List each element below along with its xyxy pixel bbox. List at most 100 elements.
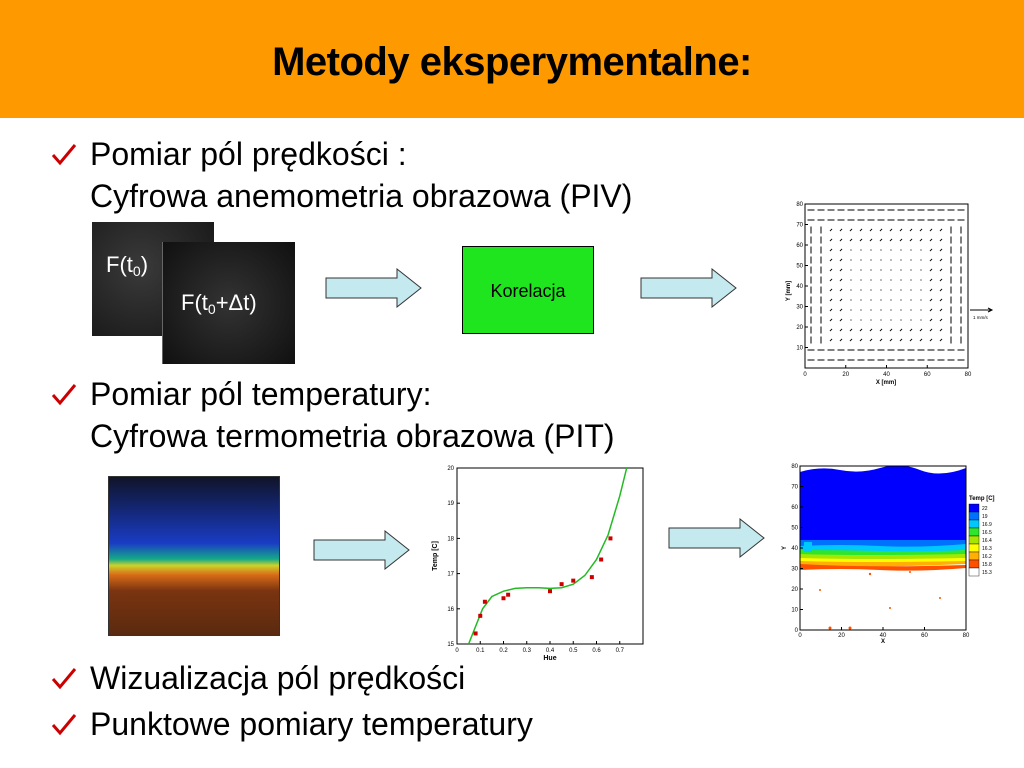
data-point: [548, 589, 552, 594]
velocity-vector: [910, 299, 912, 301]
calibration-y-tick-label: 15: [447, 642, 454, 648]
velocity-vector: [829, 318, 833, 322]
calibration-x-tick-label: 0.4: [546, 648, 555, 654]
velocity-vector: [839, 338, 843, 342]
temperature-x-tick-label: 0: [798, 633, 802, 639]
velocity-vector: [929, 278, 933, 282]
bullet-velocity-visualization: Wizualizacja pól prędkości: [0, 660, 800, 700]
velocity-vector: [939, 238, 943, 242]
velocity-vector: [849, 328, 853, 332]
velocity-vector: [889, 228, 893, 232]
correlation-box: Korelacja: [462, 246, 594, 334]
velocity-vector: [920, 309, 922, 311]
legend-label: 16.9: [982, 522, 992, 528]
velocity-vector: [939, 228, 943, 232]
velocity-vector: [839, 318, 843, 322]
velocity-vector: [920, 279, 922, 281]
frame-1-label: F(t0): [106, 252, 149, 279]
calibration-x-tick-label: 0.3: [523, 648, 532, 654]
bullet-piv: Pomiar pól prędkości : Cyfrowa anemometr…: [0, 136, 800, 216]
data-point: [478, 613, 483, 618]
velocity-vector: [899, 338, 903, 342]
data-point: [599, 557, 604, 562]
velocity-vector: [929, 248, 933, 252]
velocity-vector: [920, 299, 922, 301]
velocity-vector: [829, 298, 833, 302]
piv-x-tick-label: 40: [883, 372, 890, 378]
legend-title: Temp [C]: [969, 496, 995, 502]
data-point: [506, 592, 511, 597]
calibration-y-label: Temp [C]: [432, 541, 439, 571]
velocity-vector: [920, 259, 922, 261]
velocity-vector: [910, 269, 912, 271]
velocity-vector: [880, 249, 882, 251]
velocity-vector: [939, 328, 943, 332]
temperature-y-tick-label: 20: [791, 587, 798, 593]
velocity-vector: [880, 289, 882, 291]
checkmark-icon: [51, 384, 77, 406]
legend-swatch: [968, 519, 980, 529]
velocity-vector: [909, 338, 913, 342]
velocity-vector: [939, 258, 943, 262]
velocity-vector: [889, 338, 893, 342]
velocity-vector: [939, 308, 943, 312]
velocity-vector: [849, 228, 853, 232]
velocity-vector: [919, 328, 923, 332]
legend-swatch: [968, 567, 980, 577]
calibration-y-tick-label: 17: [447, 572, 454, 578]
temperature-x-tick-label: 80: [963, 633, 970, 639]
velocity-vector: [900, 269, 902, 271]
temperature-field-chart: 0 20 40 60 80 0 10 20 30 40 50 60 70 80 X Y Temp [C]…: [782, 464, 995, 645]
velocity-vector: [869, 338, 873, 342]
velocity-vector: [899, 238, 903, 242]
velocity-vector: [870, 299, 872, 301]
velocity-vector: [919, 228, 923, 232]
velocity-vector: [880, 319, 882, 321]
velocity-vector: [870, 289, 872, 291]
data-point: [571, 578, 576, 583]
bullet-text: Pomiar pól temperatury:: [90, 376, 432, 412]
velocity-vector: [939, 278, 943, 282]
velocity-vector: [839, 328, 843, 332]
velocity-vector: [870, 279, 872, 281]
velocity-vector: [939, 318, 943, 322]
velocity-vector: [900, 319, 902, 321]
temperature-y-tick-label: 10: [791, 608, 798, 614]
velocity-vector: [939, 338, 943, 342]
velocity-vector: [870, 319, 872, 321]
velocity-vector: [900, 249, 902, 251]
calibration-y-tick-label: 20: [447, 466, 454, 472]
frame-2-label: F(t0+Δt): [181, 290, 257, 317]
temperature-x-tick-label: 20: [838, 633, 845, 639]
velocity-vector: [900, 259, 902, 261]
piv-x-tick-label: 20: [842, 372, 849, 378]
velocity-vector: [869, 228, 873, 232]
velocity-vector: [900, 289, 902, 291]
velocity-vector: [929, 228, 933, 232]
velocity-vector: [890, 259, 892, 261]
velocity-vector: [919, 238, 923, 242]
velocity-vector: [909, 228, 913, 232]
legend-swatch: [968, 503, 980, 513]
temperature-y-tick-label: 40: [791, 546, 798, 552]
piv-y-tick-label: 70: [796, 223, 803, 229]
velocity-vector: [829, 238, 833, 242]
piv-y-tick-label: 50: [796, 264, 803, 270]
temperature-x-tick-label: 40: [880, 633, 887, 639]
arrow-right-icon: [668, 518, 765, 558]
bullet-point-temperature: Punktowe pomiary temperatury: [0, 706, 800, 746]
velocity-vector: [919, 338, 923, 342]
velocity-vector: [929, 268, 933, 272]
velocity-vector: [829, 338, 833, 342]
temperature-field: [800, 466, 966, 630]
bullet-subtext: Cyfrowa anemometria obrazowa (PIV): [90, 178, 633, 214]
velocity-vector: [860, 309, 862, 311]
data-point: [559, 582, 564, 587]
piv-y-tick-label: 60: [796, 243, 803, 249]
velocity-vector: [879, 338, 883, 342]
arrow-right-icon: [313, 530, 410, 570]
velocity-vector: [850, 269, 852, 271]
velocity-vector: [839, 248, 843, 252]
velocity-vector: [829, 228, 833, 232]
calibration-x-tick-label: 0.2: [499, 648, 508, 654]
